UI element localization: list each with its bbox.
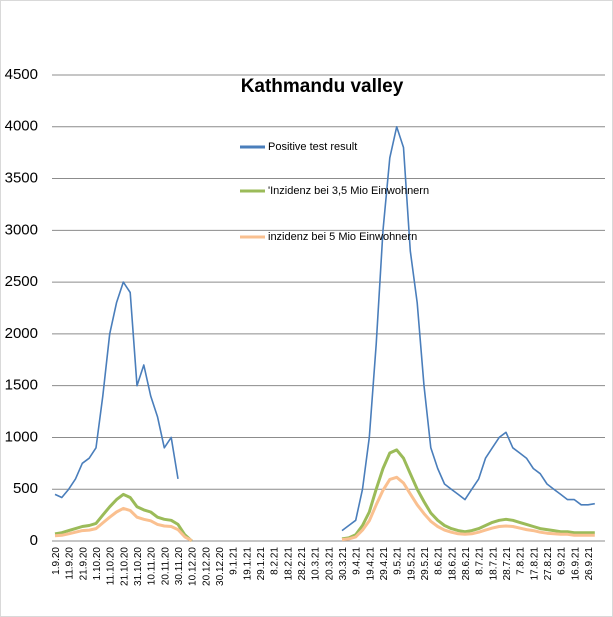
x-tick-label: 31.10.20 — [133, 547, 144, 586]
x-tick-label: 10.3.21 — [311, 547, 322, 581]
x-tick-label: 8.2.21 — [270, 547, 281, 575]
x-tick-label: 26.9.21 — [584, 547, 595, 581]
x-tick-label: 27.8.21 — [543, 547, 554, 581]
series-line — [54, 475, 595, 542]
x-tick-label: 30.3.21 — [338, 547, 349, 581]
x-tick-label: 9.4.21 — [352, 547, 363, 575]
legend-label: inzidenz bei 5 Mio Einwohnern — [268, 231, 417, 243]
y-tick-label: 2000 — [5, 325, 38, 342]
series-line — [54, 126, 595, 532]
legend-label: 'Inzidenz bei 3,5 Mio Einwohnern — [268, 185, 429, 197]
x-tick-label: 19.1.21 — [242, 547, 253, 581]
x-tick-label: 10.12.20 — [188, 547, 199, 586]
x-tick-label: 8.7.21 — [475, 547, 486, 575]
x-tick-label: 18.6.21 — [447, 547, 458, 581]
y-tick-label: 4000 — [5, 118, 38, 135]
x-tick-label: 28.7.21 — [502, 547, 513, 581]
x-tick-label: 11.9.20 — [65, 547, 76, 580]
x-tick-label: 19.5.21 — [406, 547, 417, 581]
x-tick-label: 18.7.21 — [488, 547, 499, 581]
x-tick-label: 1.9.20 — [51, 547, 62, 575]
y-tick-label: 1500 — [5, 377, 38, 394]
x-tick-label: 16.9.21 — [570, 547, 581, 581]
x-tick-label: 20.12.20 — [201, 547, 212, 586]
chart-title: Kathmandu valley — [241, 76, 404, 97]
x-tick-label: 28.6.21 — [461, 547, 472, 581]
legend-label: Positive test result — [268, 141, 357, 153]
x-tick-label: 9.5.21 — [393, 547, 404, 575]
x-tick-label: 29.1.21 — [256, 547, 267, 581]
x-tick-label: 29.4.21 — [379, 547, 390, 581]
x-tick-label: 6.9.21 — [557, 547, 568, 575]
x-tick-label: 21.9.20 — [78, 547, 89, 581]
x-tick-label: 30.11.20 — [174, 547, 185, 586]
y-tick-label: 1000 — [5, 428, 38, 445]
x-tick-label: 18.2.21 — [283, 547, 294, 581]
x-tick-label: 9.1.21 — [229, 547, 240, 575]
y-tick-label: 3500 — [5, 170, 38, 187]
x-tick-label: 19.4.21 — [365, 547, 376, 581]
x-tick-label: 30.12.20 — [215, 547, 226, 586]
y-tick-label: 4500 — [5, 66, 38, 83]
y-tick-label: 500 — [13, 480, 38, 497]
y-tick-label: 2500 — [5, 273, 38, 290]
x-tick-label: 10.11.20 — [147, 547, 158, 586]
x-tick-label: 20.3.21 — [324, 547, 335, 581]
x-tick-label: 11.10.20 — [106, 547, 117, 586]
series-line — [54, 448, 595, 543]
x-tick-label: 28.2.21 — [297, 547, 308, 581]
x-tick-label: 29.5.21 — [420, 547, 431, 581]
x-tick-label: 21.10.20 — [119, 547, 130, 586]
x-tick-label: 1.10.20 — [92, 547, 103, 581]
y-tick-label: 3000 — [5, 221, 38, 238]
x-tick-label: 20.11.20 — [160, 547, 171, 586]
y-tick-label: 0 — [30, 532, 38, 549]
x-tick-label: 7.8.21 — [516, 547, 527, 575]
x-tick-label: 8.6.21 — [434, 547, 445, 575]
x-tick-label: 17.8.21 — [529, 547, 540, 581]
